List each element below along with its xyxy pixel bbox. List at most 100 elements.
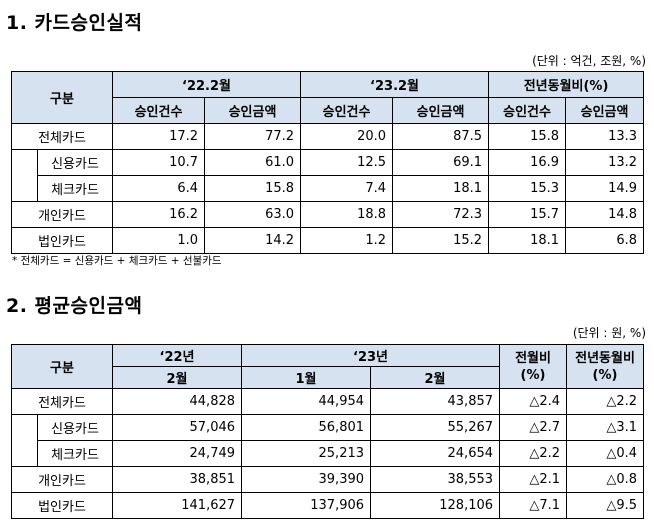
cell: 57,046 (112, 414, 243, 441)
cell: 55,267 (370, 414, 501, 441)
section1-unit: (단위 : 억건, 조원, %) (532, 54, 646, 68)
cell: 18.1 (488, 227, 567, 254)
cell: 12.5 (300, 149, 394, 176)
cell: 16.2 (112, 201, 206, 228)
header-category: 구분 (10, 344, 114, 389)
cell: 72.3 (392, 201, 490, 228)
row-label: 체크카드 (36, 440, 114, 467)
header-mom: 전월비 (%) (499, 344, 568, 389)
cell: △2.2 (566, 388, 645, 415)
cell: 15.3 (488, 175, 567, 202)
row-label: 전체카드 (10, 388, 114, 415)
row-label: 신용카드 (36, 149, 114, 176)
cell: 24,749 (112, 440, 243, 467)
table-row: 체크카드 6.4 15.8 7.4 18.1 15.3 14.9 (11, 175, 645, 202)
cell: 15.2 (392, 227, 490, 254)
cell: 137,906 (241, 492, 372, 519)
row-label: 법인카드 (10, 227, 114, 254)
cell: 13.2 (565, 149, 645, 176)
section2-unit: (단위 : 원, %) (572, 326, 646, 340)
row-label: 법인카드 (10, 492, 114, 519)
header-month: 2월 (112, 366, 243, 389)
cell: 14.8 (565, 201, 645, 228)
cell: 61.0 (204, 149, 302, 176)
indent-cell (11, 414, 38, 441)
cell: 56,801 (241, 414, 372, 441)
header-amount: 승인금액 (565, 97, 645, 124)
row-label: 개인카드 (10, 201, 114, 228)
table-row: 개인카드 16.2 63.0 18.8 72.3 15.7 14.8 (10, 201, 645, 228)
cell: △9.5 (566, 492, 645, 519)
cell: 87.5 (392, 123, 490, 150)
header-yoy: 전년동월비(%) (488, 71, 645, 98)
cell: 44,954 (241, 388, 372, 415)
cell: 15.8 (204, 175, 302, 202)
card-approval-table: 구분 ‘22.2월 ‘23.2월 전년동월비(%) 승인건수 승인금액 승인건수… (10, 71, 645, 254)
cell: 13.3 (565, 123, 645, 150)
cell: 15.8 (488, 123, 567, 150)
table-row: 개인카드 38,851 39,390 38,553 △2.1 △0.8 (10, 466, 645, 493)
cell: 38,553 (370, 466, 501, 493)
header-amount: 승인금액 (392, 97, 490, 124)
header-year-2022: ‘22년 (112, 344, 243, 367)
cell: 77.2 (204, 123, 302, 150)
cell: 39,390 (241, 466, 372, 493)
row-label: 전체카드 (10, 123, 114, 150)
cell: 141,627 (112, 492, 243, 519)
cell: △2.2 (499, 440, 568, 467)
table-row: 신용카드 57,046 56,801 55,267 △2.7 △3.1 (11, 414, 645, 441)
cell: 7.4 (300, 175, 394, 202)
cell: △2.4 (499, 388, 568, 415)
cell: 18.1 (392, 175, 490, 202)
cell: 20.0 (300, 123, 394, 150)
section2-title: 2. 평균승인금액 (6, 295, 143, 317)
indent-cell (11, 175, 38, 202)
section1-note: * 전체카드 = 신용카드 + 체크카드 + 선불카드 (12, 255, 222, 267)
avg-approval-table: 구분 ‘22년 ‘23년 전월비 (%) 전년동월비 (%) 2월 1월 2월 … (10, 344, 645, 519)
cell: 1.2 (300, 227, 394, 254)
header-month: 1월 (241, 366, 372, 389)
cell: 63.0 (204, 201, 302, 228)
table-row: 체크카드 24,749 25,213 24,654 △2.2 △0.4 (11, 440, 645, 467)
cell: 16.9 (488, 149, 567, 176)
cell: 25,213 (241, 440, 372, 467)
cell: △3.1 (566, 414, 645, 441)
table-row: 법인카드 141,627 137,906 128,106 △7.1 △9.5 (10, 492, 645, 519)
row-label: 개인카드 (10, 466, 114, 493)
cell: △2.1 (499, 466, 568, 493)
header-count: 승인건수 (488, 97, 567, 124)
header-count: 승인건수 (300, 97, 394, 124)
cell: 14.9 (565, 175, 645, 202)
cell: △7.1 (499, 492, 568, 519)
indent-cell (11, 440, 38, 467)
table-row: 법인카드 1.0 14.2 1.2 15.2 18.1 6.8 (10, 227, 645, 254)
row-label: 신용카드 (36, 414, 114, 441)
cell: 6.4 (112, 175, 206, 202)
row-label: 체크카드 (36, 175, 114, 202)
table-row: 전체카드 44,828 44,954 43,857 △2.4 △2.2 (10, 388, 645, 415)
cell: △0.8 (566, 466, 645, 493)
cell: 44,828 (112, 388, 243, 415)
cell: 24,654 (370, 440, 501, 467)
cell: 43,857 (370, 388, 501, 415)
header-period-2023: ‘23.2월 (300, 71, 490, 98)
header-period-2022: ‘22.2월 (112, 71, 302, 98)
header-count: 승인건수 (112, 97, 206, 124)
indent-cell (11, 149, 38, 176)
cell: 17.2 (112, 123, 206, 150)
cell: 14.2 (204, 227, 302, 254)
cell: 6.8 (565, 227, 645, 254)
cell: 69.1 (392, 149, 490, 176)
header-year-2023: ‘23년 (241, 344, 501, 367)
cell: 128,106 (370, 492, 501, 519)
header-month: 2월 (370, 366, 501, 389)
cell: 38,851 (112, 466, 243, 493)
cell: △0.4 (566, 440, 645, 467)
header-category: 구분 (10, 71, 114, 124)
table-row: 신용카드 10.7 61.0 12.5 69.1 16.9 13.2 (11, 149, 645, 176)
cell: 10.7 (112, 149, 206, 176)
header-yoy: 전년동월비 (%) (566, 344, 645, 389)
cell: △2.7 (499, 414, 568, 441)
section1-title: 1. 카드승인실적 (6, 12, 143, 34)
cell: 18.8 (300, 201, 394, 228)
